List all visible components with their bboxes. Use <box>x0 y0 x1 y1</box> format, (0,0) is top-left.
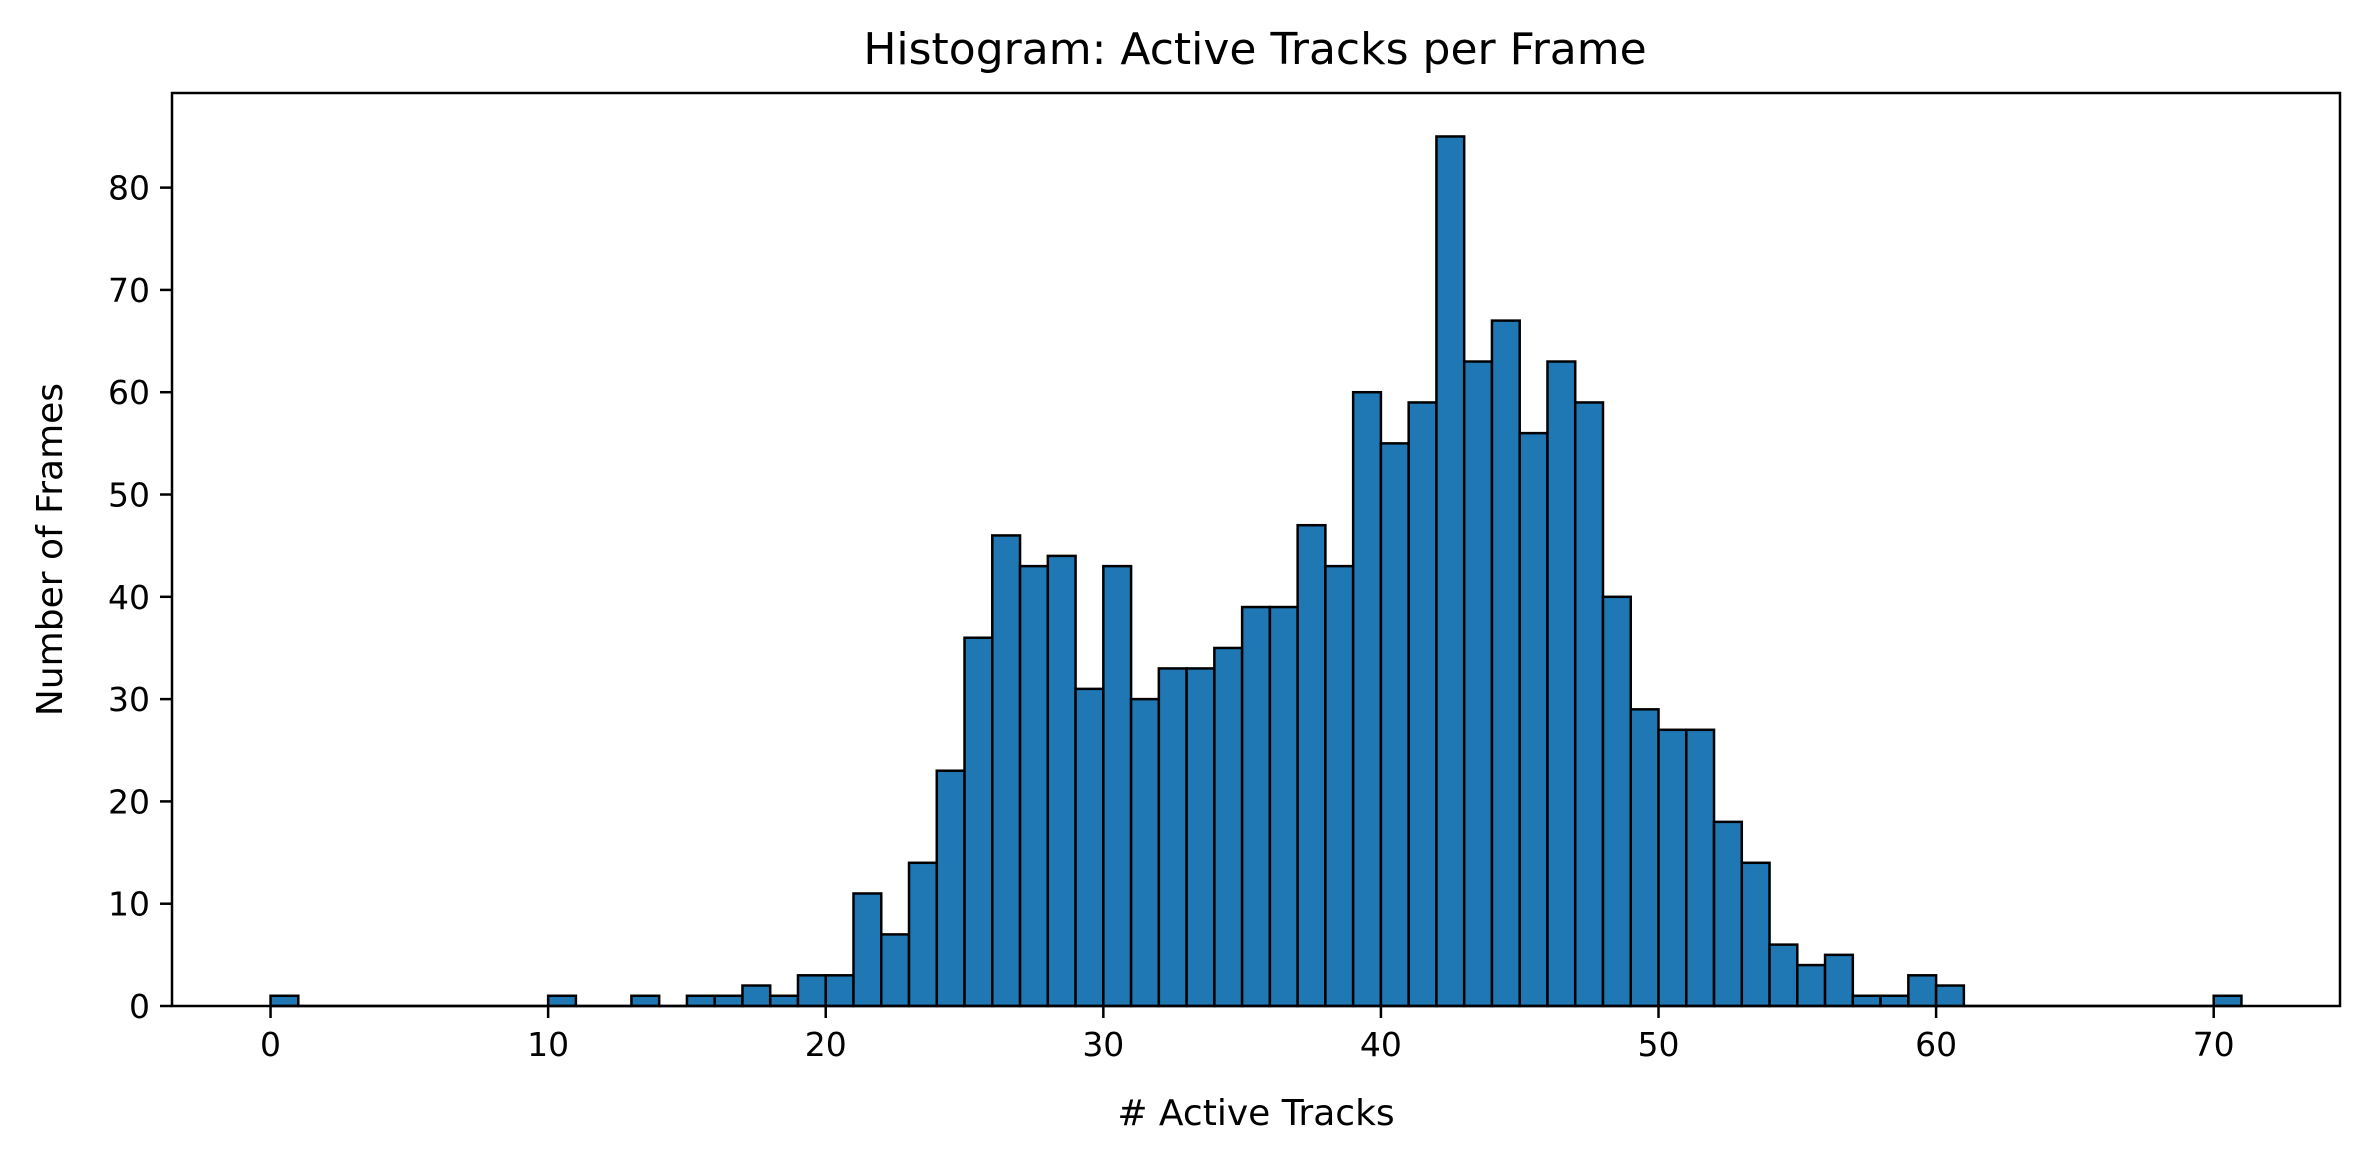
histogram-bar <box>1629 708 1660 1008</box>
y-tick-label: 20 <box>108 782 150 821</box>
histogram-bar <box>1712 820 1744 1008</box>
histogram-bar <box>768 994 800 1008</box>
histogram-bar <box>1685 728 1716 1008</box>
histogram-bar <box>1934 984 1966 1008</box>
y-tick-label: 80 <box>108 169 150 208</box>
histogram-bar <box>1296 523 1327 1008</box>
histogram-bar <box>1324 564 1355 1008</box>
bars-layer <box>269 135 2243 1008</box>
histogram-bar <box>796 974 827 1008</box>
histogram-bar <box>963 636 994 1008</box>
x-tick-label: 50 <box>1638 1025 1680 1064</box>
histogram-bar <box>1268 605 1299 1008</box>
histogram-bar <box>713 994 744 1008</box>
histogram-bar <box>630 994 661 1008</box>
histogram-bar <box>1657 728 1688 1008</box>
histogram-bar <box>1796 963 1827 1008</box>
histogram-bar <box>546 994 578 1008</box>
histogram-bar <box>1157 667 1188 1008</box>
histogram-bar <box>1129 697 1161 1008</box>
histogram-bar <box>1851 994 1882 1008</box>
chart-title: Histogram: Active Tracks per Frame <box>863 24 1646 75</box>
x-axis-label: # Active Tracks <box>1117 1093 1394 1134</box>
histogram-bar <box>1462 360 1494 1008</box>
histogram-bar <box>1240 605 1272 1008</box>
histogram-bar <box>1102 564 1133 1008</box>
histogram-bar <box>1601 595 1633 1008</box>
y-tick-label: 40 <box>108 578 150 617</box>
y-axis-label: Number of Frames <box>30 383 71 716</box>
histogram-bar <box>1435 135 1466 1008</box>
x-axis: 0 10 20 30 40 50 60 70 <box>260 1006 2235 1064</box>
histogram-bar <box>1213 646 1244 1008</box>
histogram-bar <box>1823 953 1855 1008</box>
x-tick-label: 10 <box>527 1025 569 1064</box>
x-tick-label: 0 <box>260 1025 281 1064</box>
histogram-bar <box>852 892 883 1008</box>
histogram-bar <box>935 769 966 1008</box>
x-tick-label: 20 <box>805 1025 847 1064</box>
x-tick-label: 30 <box>1082 1025 1124 1064</box>
y-tick-label: 30 <box>108 680 150 719</box>
y-tick-label: 70 <box>108 271 150 310</box>
histogram-bar <box>879 933 911 1008</box>
histogram-bar <box>1185 667 1216 1008</box>
x-tick-label: 60 <box>1915 1025 1957 1064</box>
histogram-bar <box>1046 554 1077 1008</box>
y-tick-label: 10 <box>108 885 150 924</box>
x-tick-label: 40 <box>1360 1025 1402 1064</box>
histogram-bar <box>1518 431 1549 1008</box>
histogram-bar <box>2212 994 2243 1008</box>
histogram-bar <box>1351 390 1383 1008</box>
histogram-bar <box>685 994 716 1008</box>
histogram-bar <box>991 534 1022 1008</box>
histogram-bar <box>269 994 300 1008</box>
histogram-bar <box>1379 442 1410 1008</box>
y-axis: 0 10 20 30 40 50 60 70 80 <box>108 169 172 1026</box>
histogram-bar <box>907 861 939 1008</box>
x-tick-label: 70 <box>2193 1025 2235 1064</box>
histogram-bar <box>1907 974 1938 1008</box>
histogram-bar <box>1490 319 1521 1008</box>
histogram-bar <box>1740 861 1771 1008</box>
histogram-bar <box>1768 943 1799 1008</box>
y-tick-label: 60 <box>108 373 150 412</box>
histogram-bar <box>1018 564 1050 1008</box>
histogram-bar <box>1879 994 1910 1008</box>
y-tick-label: 50 <box>108 476 150 515</box>
histogram-bar <box>1407 401 1438 1008</box>
y-tick-label: 0 <box>129 987 150 1026</box>
histogram-bar <box>1546 360 1577 1008</box>
histogram-bar <box>741 984 772 1008</box>
histogram-bar <box>824 974 855 1008</box>
plot-frame <box>170 91 2342 1008</box>
histogram-bar <box>1573 401 1605 1008</box>
histogram-bar <box>1074 687 1105 1008</box>
